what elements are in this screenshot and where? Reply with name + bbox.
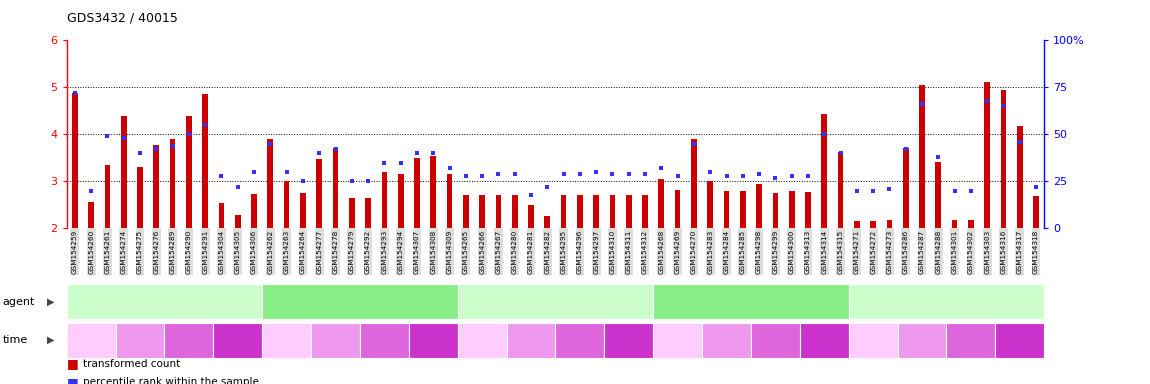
- Text: agent: agent: [2, 297, 34, 307]
- Text: hGR-alpha D: hGR-alpha D: [914, 297, 979, 307]
- Bar: [837, 152, 843, 228]
- Text: hGR-alpha: hGR-alpha: [137, 297, 192, 307]
- Bar: [72, 93, 78, 228]
- Bar: [577, 195, 583, 228]
- Bar: [105, 164, 110, 228]
- Bar: [153, 145, 159, 228]
- Text: 24 h: 24 h: [227, 335, 250, 345]
- Bar: [659, 179, 665, 228]
- Text: time: time: [2, 335, 28, 345]
- Text: 12 h: 12 h: [959, 335, 982, 345]
- Bar: [414, 158, 420, 228]
- Text: hGR-alpha C: hGR-alpha C: [719, 297, 783, 307]
- Bar: [739, 191, 745, 228]
- Text: 0 h: 0 h: [669, 335, 685, 345]
- Text: 12 h: 12 h: [764, 335, 787, 345]
- Text: ▶: ▶: [47, 297, 54, 307]
- Bar: [887, 220, 892, 228]
- Bar: [968, 220, 974, 228]
- Bar: [903, 147, 908, 228]
- Bar: [348, 198, 354, 228]
- Bar: [382, 172, 388, 228]
- Text: 12 h: 12 h: [373, 335, 396, 345]
- Text: hGR-alpha A: hGR-alpha A: [328, 297, 392, 307]
- Bar: [235, 215, 240, 228]
- Bar: [316, 159, 322, 228]
- Text: hGR-alpha B: hGR-alpha B: [523, 297, 588, 307]
- Bar: [121, 116, 126, 228]
- Bar: [821, 114, 827, 228]
- Bar: [675, 190, 681, 228]
- Bar: [137, 167, 143, 228]
- Bar: [218, 203, 224, 228]
- Text: 24 h: 24 h: [1009, 335, 1032, 345]
- Text: 0 h: 0 h: [278, 335, 294, 345]
- Text: 24 h: 24 h: [813, 335, 836, 345]
- Bar: [1000, 90, 1006, 228]
- Bar: [854, 222, 860, 228]
- Bar: [757, 184, 762, 228]
- Bar: [805, 192, 811, 228]
- Text: 24 h: 24 h: [618, 335, 641, 345]
- Bar: [544, 216, 550, 228]
- Text: ■: ■: [67, 376, 78, 384]
- Bar: [430, 156, 436, 228]
- Bar: [202, 94, 208, 228]
- Bar: [170, 139, 176, 228]
- Bar: [300, 193, 306, 228]
- Text: 0 h: 0 h: [474, 335, 490, 345]
- Bar: [366, 198, 371, 228]
- Bar: [186, 116, 192, 228]
- Text: 0 h: 0 h: [865, 335, 881, 345]
- Bar: [284, 182, 290, 228]
- Text: percentile rank within the sample: percentile rank within the sample: [83, 377, 259, 384]
- Bar: [935, 162, 941, 228]
- Bar: [610, 195, 615, 228]
- Bar: [789, 191, 795, 228]
- Bar: [446, 174, 452, 228]
- Bar: [463, 195, 469, 228]
- Bar: [268, 139, 274, 228]
- Bar: [512, 195, 518, 228]
- Bar: [871, 221, 876, 228]
- Text: ▶: ▶: [47, 335, 54, 345]
- Text: 24 h: 24 h: [422, 335, 445, 345]
- Bar: [1033, 197, 1038, 228]
- Bar: [723, 191, 729, 228]
- Text: 6 h: 6 h: [523, 335, 539, 345]
- Bar: [251, 194, 256, 228]
- Bar: [773, 193, 779, 228]
- Text: GDS3432 / 40015: GDS3432 / 40015: [67, 12, 177, 25]
- Bar: [642, 195, 647, 228]
- Bar: [398, 174, 404, 228]
- Bar: [593, 195, 599, 228]
- Text: 6 h: 6 h: [914, 335, 930, 345]
- Bar: [496, 195, 501, 228]
- Bar: [919, 85, 925, 228]
- Text: ■: ■: [67, 357, 78, 370]
- Bar: [528, 205, 534, 228]
- Bar: [561, 195, 567, 228]
- Bar: [626, 195, 631, 228]
- Bar: [332, 147, 338, 228]
- Text: 12 h: 12 h: [177, 335, 200, 345]
- Text: 6 h: 6 h: [719, 335, 735, 345]
- Bar: [1017, 126, 1022, 228]
- Bar: [691, 139, 697, 228]
- Text: 12 h: 12 h: [568, 335, 591, 345]
- Bar: [89, 202, 94, 228]
- Text: 6 h: 6 h: [132, 335, 148, 345]
- Text: 0 h: 0 h: [83, 335, 99, 345]
- Bar: [952, 220, 958, 228]
- Bar: [984, 82, 990, 228]
- Bar: [707, 182, 713, 228]
- Text: transformed count: transformed count: [83, 359, 181, 369]
- Text: 6 h: 6 h: [328, 335, 344, 345]
- Bar: [480, 195, 485, 228]
